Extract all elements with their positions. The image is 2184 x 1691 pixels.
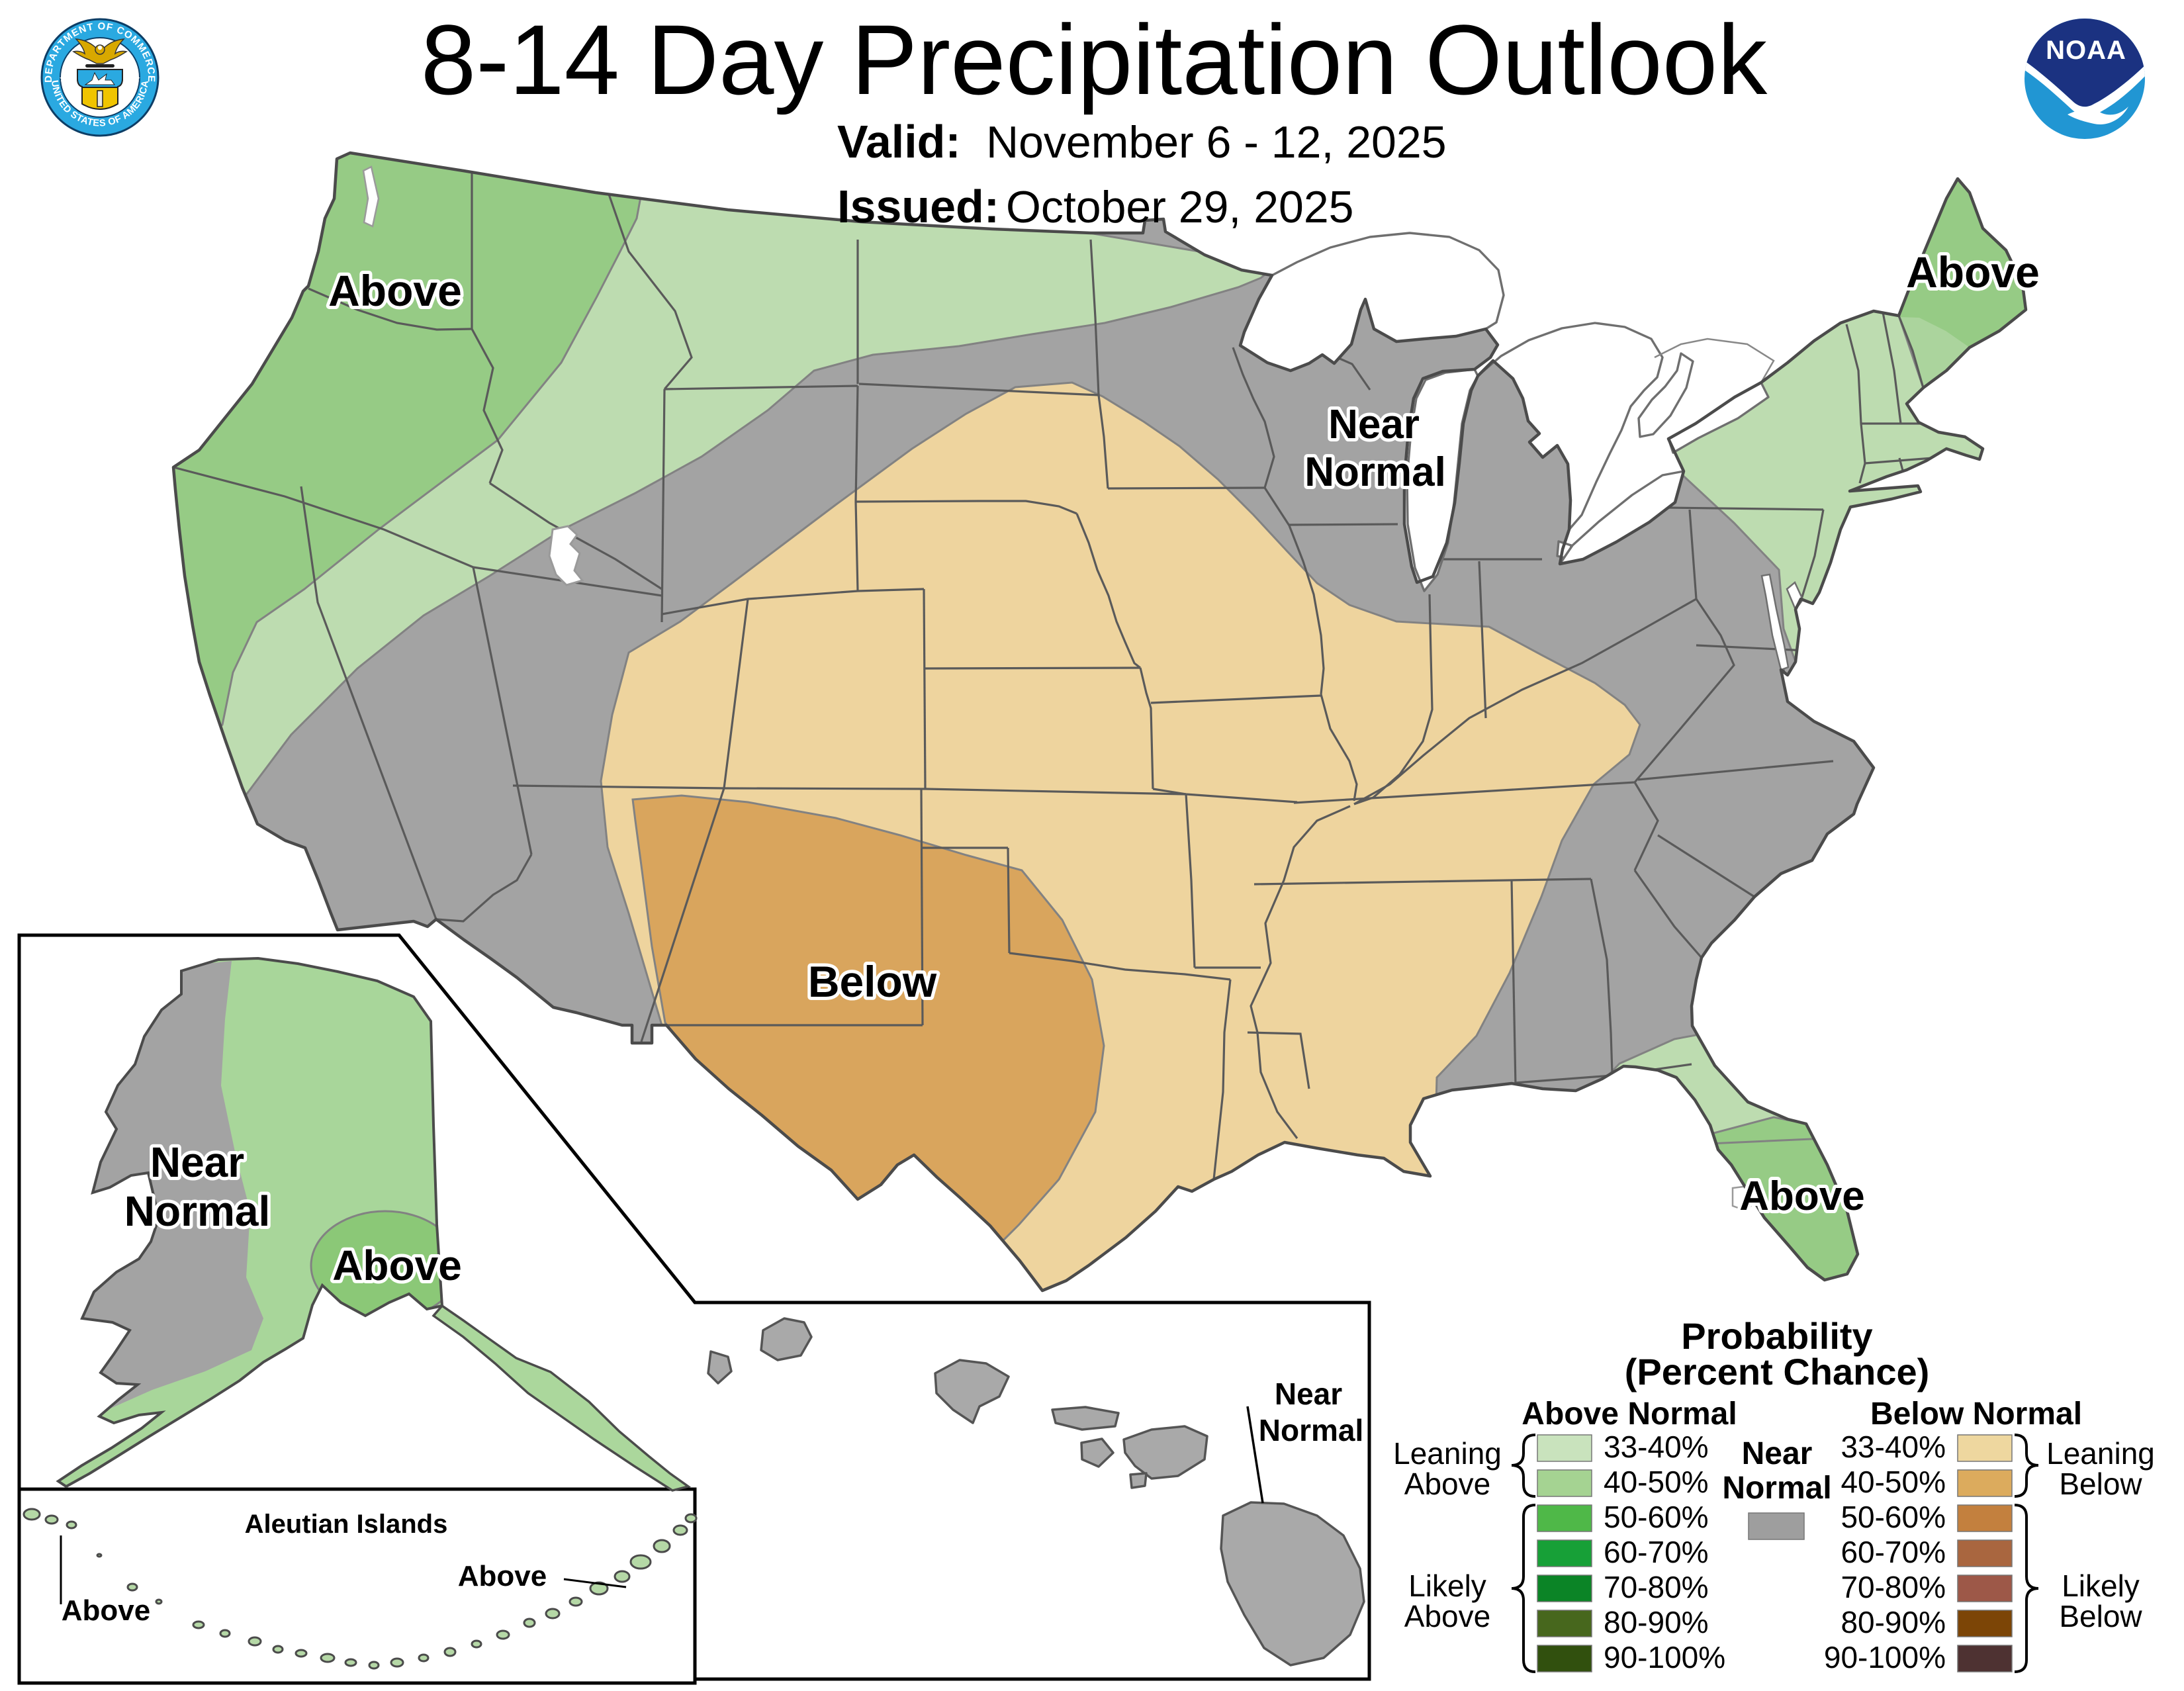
svg-text:Near: Near — [1275, 1377, 1342, 1411]
svg-text:Above: Above — [1404, 1599, 1490, 1633]
svg-text:Above Normal: Above Normal — [1522, 1396, 1737, 1432]
svg-text:October 29, 2025: October 29, 2025 — [1006, 182, 1353, 232]
svg-text:Normal: Normal — [1722, 1471, 1831, 1506]
svg-text:Probability: Probability — [1681, 1315, 1872, 1357]
svg-text:Normal: Normal — [1259, 1413, 1363, 1447]
svg-text:Likely: Likely — [1408, 1569, 1486, 1603]
svg-text:Near: Near — [150, 1138, 244, 1186]
svg-text:60-70%: 60-70% — [1841, 1535, 1946, 1569]
svg-text:★: ★ — [133, 73, 141, 83]
svg-text:80-90%: 80-90% — [1604, 1605, 1709, 1639]
svg-text:Below: Below — [2059, 1599, 2142, 1633]
svg-text:Near: Near — [1742, 1436, 1813, 1471]
svg-text:40-50%: 40-50% — [1604, 1465, 1709, 1499]
svg-text:40-50%: 40-50% — [1841, 1465, 1946, 1499]
svg-text:Near: Near — [1328, 402, 1420, 447]
svg-text:Below: Below — [808, 957, 937, 1006]
svg-text:(Percent Chance): (Percent Chance) — [1625, 1351, 1930, 1393]
svg-text:Valid:: Valid: — [837, 116, 961, 167]
svg-text:Issued:: Issued: — [837, 181, 999, 232]
svg-text:Above: Above — [62, 1594, 150, 1627]
svg-text:NOAA: NOAA — [2046, 36, 2126, 65]
svg-text:★: ★ — [59, 73, 67, 83]
svg-text:33-40%: 33-40% — [1604, 1430, 1709, 1464]
svg-text:50-60%: 50-60% — [1841, 1500, 1946, 1534]
svg-text:Below: Below — [2059, 1467, 2142, 1501]
svg-text:Above: Above — [1906, 248, 2040, 297]
svg-text:Above: Above — [1739, 1173, 1864, 1219]
svg-text:Above: Above — [458, 1560, 547, 1592]
svg-text:Leaning: Leaning — [1393, 1436, 1502, 1471]
svg-text:33-40%: 33-40% — [1841, 1430, 1946, 1464]
svg-text:Aleutian Islands: Aleutian Islands — [245, 1510, 448, 1539]
svg-text:Below Normal: Below Normal — [1870, 1396, 2082, 1432]
svg-text:Normal: Normal — [124, 1187, 271, 1235]
svg-text:Above: Above — [332, 1242, 462, 1289]
svg-text:Above: Above — [328, 266, 462, 315]
svg-text:70-80%: 70-80% — [1604, 1570, 1709, 1604]
svg-text:Leaning: Leaning — [2046, 1436, 2155, 1471]
svg-text:90-100%: 90-100% — [1604, 1640, 1725, 1674]
svg-text:Likely: Likely — [2062, 1569, 2140, 1603]
svg-text:60-70%: 60-70% — [1604, 1535, 1709, 1569]
svg-text:50-60%: 50-60% — [1604, 1500, 1709, 1534]
svg-text:90-100%: 90-100% — [1824, 1640, 1946, 1674]
svg-text:70-80%: 70-80% — [1841, 1570, 1946, 1604]
svg-text:November 6 - 12, 2025: November 6 - 12, 2025 — [986, 117, 1447, 167]
svg-text:8-14 Day Precipitation Outlook: 8-14 Day Precipitation Outlook — [421, 4, 1768, 115]
svg-text:Normal: Normal — [1304, 449, 1446, 495]
svg-text:80-90%: 80-90% — [1841, 1605, 1946, 1639]
svg-text:Above: Above — [1404, 1467, 1490, 1501]
